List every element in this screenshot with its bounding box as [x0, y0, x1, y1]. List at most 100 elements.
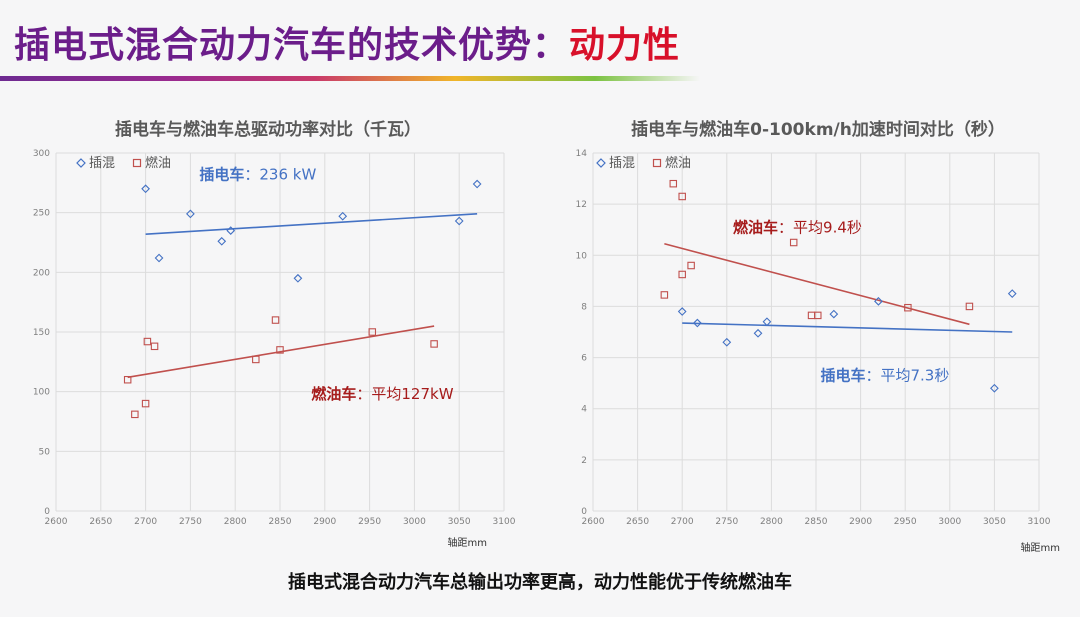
data-point-square: [143, 337, 152, 346]
data-point-square: [368, 328, 377, 336]
legend-marker-diamond: [596, 158, 606, 168]
x-tick-label: 2650: [89, 517, 112, 527]
annotation-value: ：236 kW: [244, 165, 316, 183]
annotation-value: ：平均7.3秒: [865, 367, 949, 385]
data-point-diamond: [454, 216, 464, 226]
y-tick-label: 250: [33, 209, 50, 219]
chart-power-comparison: 插电车与燃油车总驱动功率对比（千瓦） 2600 2650 2700 2750 2800 28…: [33, 119, 516, 549]
x-tick-label: 2700: [134, 517, 157, 527]
data-point-diamond: [874, 296, 883, 306]
x-tick-label: 2850: [805, 517, 828, 527]
x-tick-label: 3050: [983, 517, 1006, 527]
slide-title-main: 插电式混合动力汽车的技术优势：: [14, 25, 570, 66]
data-point-square: [678, 192, 686, 201]
x-tick-label: 2850: [269, 517, 292, 527]
data-point-square: [678, 270, 686, 279]
x-tick-label: 2650: [626, 517, 649, 527]
data-point-diamond: [722, 337, 732, 347]
trend-line: [145, 213, 478, 235]
data-point-square: [276, 346, 284, 354]
data-point-diamond: [692, 318, 702, 328]
chart-annotation: 燃油车：平均9.4秒: [733, 218, 862, 236]
legend-marker-square: [652, 158, 662, 168]
annotation-value: ：平均127kW: [356, 385, 453, 403]
data-point-square: [150, 342, 159, 351]
chart-title: 插电车与燃油车总驱动功率对比（千瓦）: [115, 119, 421, 140]
data-point-diamond: [829, 309, 839, 319]
data-point-diamond: [186, 209, 195, 219]
data-point-square: [430, 340, 438, 348]
x-tick-label: 2600: [45, 517, 68, 527]
data-point-square: [669, 179, 678, 188]
data-point-square: [687, 261, 695, 270]
slide-title-accent: 动力性: [569, 25, 681, 66]
data-point-square: [252, 355, 260, 364]
data-point-diamond: [1007, 289, 1017, 299]
x-tick-label: 2950: [894, 517, 917, 527]
data-point-diamond: [226, 226, 236, 235]
y-tick-label: 0: [44, 507, 50, 517]
y-tick-label: 100: [33, 388, 50, 398]
title-gradient-bar: [0, 76, 700, 81]
y-tick-label: 8: [581, 302, 587, 312]
y-tick-label: 10: [576, 251, 588, 261]
annotation-value: ：平均9.4秒: [778, 218, 862, 236]
data-point-diamond: [217, 236, 227, 246]
slide-title: 插电式混合动力汽车的技术优势：动力性: [14, 26, 680, 66]
x-tick-label: 2900: [313, 517, 336, 527]
y-tick-label: 6: [581, 354, 587, 364]
y-tick-label: 0: [581, 507, 587, 517]
footer-conclusion: 插电式混合动力汽车总输出功率更高，动力性能优于传统燃油车: [288, 572, 792, 593]
chart-acceleration-comparison: 插电车与燃油车0-100km/h加速时间对比（秒） 2600 2650 2700 275…: [576, 119, 1060, 554]
data-point-square: [141, 399, 150, 408]
data-point-diamond: [753, 328, 763, 338]
y-tick-label: 50: [39, 447, 51, 457]
legend-marker-square: [132, 158, 142, 168]
data-point-diamond: [141, 184, 150, 194]
data-point-diamond: [990, 383, 999, 393]
legend-label: 插混: [609, 156, 635, 171]
y-tick-label: 4: [581, 405, 587, 415]
chart-title: 插电车与燃油车0-100km/h加速时间对比（秒）: [631, 119, 1005, 140]
chart-annotation: 燃油车：平均127kW: [311, 385, 453, 403]
x-axis-label: 轴距mm: [448, 536, 487, 549]
x-tick-label: 2750: [179, 517, 202, 527]
x-tick-label: 2800: [760, 517, 783, 527]
annotation-label: 插电车: [199, 165, 244, 183]
x-tick-label: 3100: [493, 517, 516, 527]
trend-line: [682, 322, 1013, 333]
legend-marker-diamond: [76, 158, 86, 168]
data-point-square: [965, 302, 974, 311]
data-point-diamond: [338, 211, 348, 221]
legend-label: 燃油: [665, 155, 691, 171]
annotation-label: 插电车: [820, 367, 865, 385]
x-axis-label: 轴距mm: [1021, 541, 1060, 554]
x-tick-label: 3100: [1028, 517, 1051, 527]
data-point-diamond: [154, 253, 164, 263]
data-point-square: [814, 311, 822, 320]
data-point-square: [660, 291, 669, 299]
annotation-label: 燃油车: [311, 385, 356, 403]
data-point-diamond: [293, 273, 303, 283]
x-tick-label: 3050: [448, 517, 471, 527]
data-point-square: [904, 303, 912, 312]
trend-line: [127, 325, 435, 379]
y-tick-label: 200: [33, 268, 50, 278]
y-tick-label: 300: [33, 149, 50, 159]
data-point-square: [807, 311, 816, 320]
x-tick-label: 3000: [938, 517, 961, 527]
chart-annotation: 插电车：236 kW: [199, 165, 316, 183]
legend-label: 插混: [89, 156, 115, 171]
annotation-label: 燃油车: [733, 218, 778, 236]
data-point-square: [131, 410, 139, 419]
x-tick-label: 3000: [403, 517, 426, 527]
y-tick-label: 12: [576, 200, 587, 210]
data-point-diamond: [677, 307, 687, 316]
data-point-diamond: [472, 179, 482, 189]
x-tick-label: 2950: [358, 517, 381, 527]
data-point-square: [789, 238, 798, 247]
x-tick-label: 2600: [582, 517, 605, 527]
y-tick-label: 150: [33, 328, 50, 338]
x-tick-label: 2750: [715, 517, 738, 527]
data-point-square: [123, 375, 132, 384]
